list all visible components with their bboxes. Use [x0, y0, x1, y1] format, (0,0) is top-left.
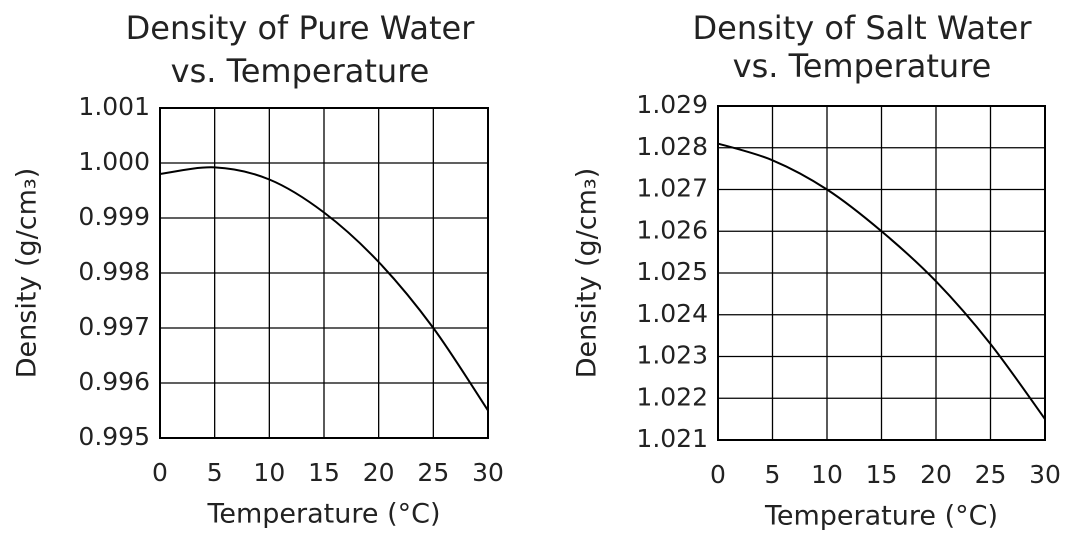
x-tick-label: 5	[207, 458, 223, 487]
x-tick-label: 10	[253, 458, 285, 487]
y-axis-label: Density (g/cm₃)	[12, 168, 43, 379]
x-tick-label: 15	[308, 458, 340, 487]
x-tick-label: 10	[811, 460, 843, 489]
chart-title: Density of Pure Water	[126, 9, 476, 47]
y-tick-label: 1.021	[636, 424, 708, 453]
y-tick-label: 0.997	[78, 312, 150, 341]
chart-title: vs. Temperature	[733, 47, 992, 85]
y-tick-label: 1.024	[636, 299, 708, 328]
y-tick-label: 1.022	[636, 382, 708, 411]
data-line	[717, 142, 1046, 420]
x-tick-label: 25	[975, 460, 1007, 489]
y-tick-label: 1.001	[78, 92, 150, 121]
x-tick-label: 0	[710, 460, 726, 489]
y-tick-label: 1.028	[636, 132, 708, 161]
y-tick-label: 1.027	[636, 174, 708, 203]
y-tick-label: 0.998	[78, 257, 150, 286]
x-tick-label: 20	[920, 460, 952, 489]
y-tick-label: 1.026	[636, 215, 708, 244]
y-tick-label: 1.029	[636, 90, 708, 119]
plot-frame	[717, 105, 1046, 441]
y-tick-label: 1.000	[78, 147, 150, 176]
y-tick-label: 1.025	[636, 257, 708, 286]
chart-title: vs. Temperature	[171, 52, 430, 90]
plot-frame	[159, 107, 489, 439]
data-line	[159, 166, 489, 412]
chart-title: Density of Salt Water	[693, 9, 1033, 47]
x-tick-label: 20	[363, 458, 395, 487]
y-tick-label: 0.999	[78, 202, 150, 231]
x-tick-label: 5	[765, 460, 781, 489]
x-tick-label: 15	[866, 460, 898, 489]
x-tick-label: 30	[1029, 460, 1061, 489]
x-tick-label: 0	[152, 458, 168, 487]
x-tick-label: 30	[472, 458, 504, 487]
y-axis-label: Density (g/cm₃)	[572, 168, 603, 379]
x-axis-label: Temperature (°C)	[764, 501, 998, 532]
x-axis-label: Temperature (°C)	[206, 499, 440, 530]
x-tick-label: 25	[417, 458, 449, 487]
y-tick-label: 0.995	[78, 422, 150, 451]
y-tick-label: 1.023	[636, 341, 708, 370]
y-tick-label: 0.996	[78, 367, 150, 396]
